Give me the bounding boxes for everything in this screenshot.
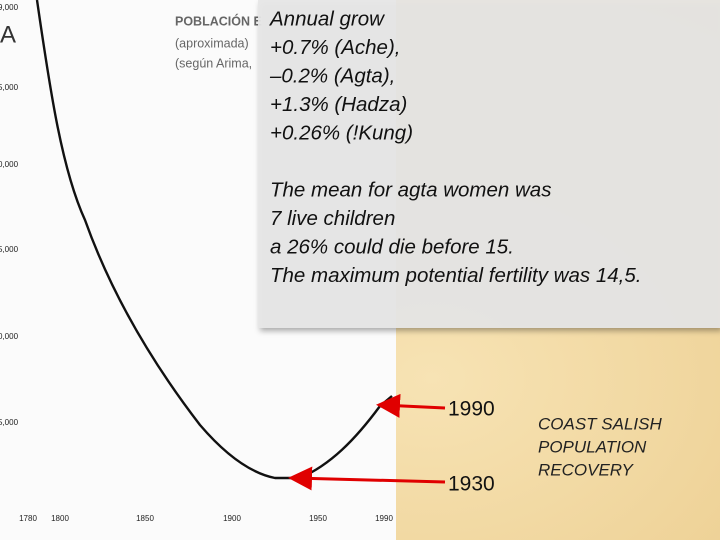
x-label: 1780 (19, 514, 37, 523)
panel-letter: A (0, 21, 16, 48)
y-label: 0,000 (0, 332, 19, 341)
x-label: 1850 (136, 514, 154, 523)
y-label: 5,000 (0, 418, 19, 427)
note-line: ‒0.2% (Agta), (269, 64, 395, 87)
x-label: 1800 (51, 514, 69, 523)
y-label: 9,000 (0, 3, 19, 12)
note-line: 7 live children (270, 207, 395, 230)
x-label: 1950 (309, 514, 327, 523)
marker-label: 1990 (448, 398, 495, 421)
note-box (258, 0, 720, 328)
figure-title: POBLACIÓN E (175, 13, 262, 28)
note-line: The maximum potential fertility was 14,5… (270, 264, 641, 287)
population-curve (35, 0, 393, 480)
y-label: 5,000 (0, 245, 19, 254)
caption: RECOVERY (538, 460, 634, 479)
note-line: Annual grow (268, 7, 385, 30)
x-label: 1990 (375, 514, 393, 523)
note-line: a 26% could die before 15. (270, 235, 514, 258)
arrow (288, 466, 446, 491)
note-line: +1.3% (Hadza) (270, 93, 407, 116)
caption: POPULATION (538, 437, 647, 456)
note-line: The mean for agta women was (270, 178, 551, 201)
marker-label: 1930 (448, 473, 495, 496)
y-label: 5,000 (0, 83, 19, 92)
caption: COAST SALISH (538, 414, 662, 433)
y-label: 0,000 (0, 160, 19, 169)
note-line: +0.26% (!Kung) (270, 121, 413, 144)
figure-title: (según Arima, (175, 56, 252, 70)
arrow (376, 393, 446, 418)
figure-title: (aproximada) (175, 36, 249, 50)
x-label: 1900 (223, 514, 241, 523)
note-line: +0.7% (Ache), (270, 36, 400, 59)
